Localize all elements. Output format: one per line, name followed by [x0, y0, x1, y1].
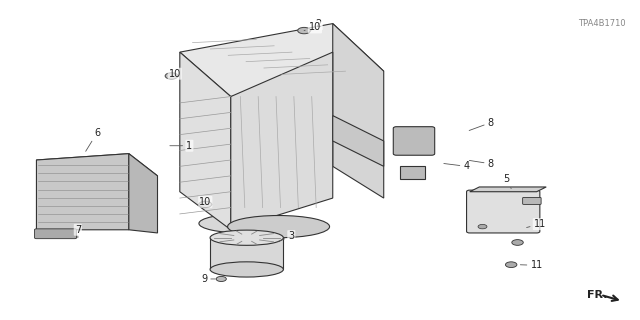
Polygon shape [231, 52, 333, 230]
Text: FR.: FR. [587, 290, 607, 300]
Polygon shape [211, 238, 283, 269]
Ellipse shape [225, 265, 269, 274]
FancyBboxPatch shape [523, 197, 541, 204]
Circle shape [216, 276, 227, 282]
Polygon shape [333, 24, 384, 198]
Polygon shape [180, 24, 384, 97]
Polygon shape [129, 154, 157, 233]
Text: 10: 10 [199, 197, 211, 207]
Ellipse shape [228, 215, 330, 238]
Ellipse shape [210, 230, 284, 245]
Text: 11: 11 [520, 260, 543, 270]
FancyBboxPatch shape [394, 127, 435, 155]
Circle shape [165, 73, 178, 79]
Circle shape [512, 240, 524, 245]
Text: 8: 8 [469, 159, 494, 169]
Circle shape [506, 262, 517, 268]
Text: 3: 3 [278, 231, 294, 242]
Text: 5: 5 [504, 174, 511, 188]
Text: 10: 10 [168, 69, 181, 79]
Polygon shape [36, 154, 129, 230]
Ellipse shape [199, 214, 288, 233]
Polygon shape [180, 52, 231, 230]
Text: 11: 11 [527, 219, 546, 229]
Polygon shape [36, 154, 157, 182]
Circle shape [199, 201, 212, 208]
Text: TPA4B1710: TPA4B1710 [579, 19, 626, 28]
FancyBboxPatch shape [35, 229, 77, 239]
Text: 4: 4 [444, 161, 470, 171]
Polygon shape [333, 116, 384, 166]
Polygon shape [399, 166, 425, 179]
Text: 8: 8 [469, 117, 494, 131]
Text: 9: 9 [201, 274, 215, 284]
Circle shape [478, 224, 487, 229]
Polygon shape [470, 187, 546, 192]
Text: 7: 7 [75, 225, 81, 238]
Text: 10: 10 [304, 22, 321, 32]
Text: 6: 6 [86, 128, 100, 151]
Text: 2: 2 [310, 19, 322, 31]
Circle shape [298, 28, 310, 34]
Text: 1: 1 [170, 141, 193, 151]
FancyBboxPatch shape [467, 190, 540, 233]
Ellipse shape [210, 262, 284, 277]
